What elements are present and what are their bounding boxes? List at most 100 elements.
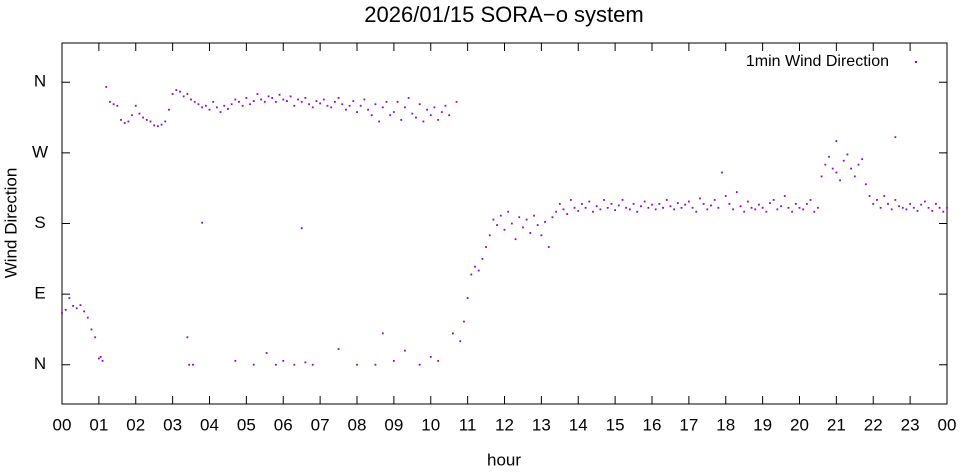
point bbox=[923, 200, 926, 203]
point bbox=[234, 359, 237, 362]
point bbox=[540, 234, 543, 237]
point bbox=[201, 106, 204, 109]
x-tick-label: 10 bbox=[421, 415, 440, 434]
x-tick-label: 23 bbox=[901, 415, 920, 434]
point bbox=[931, 210, 934, 212]
point bbox=[282, 359, 285, 362]
point bbox=[352, 100, 355, 102]
point bbox=[643, 200, 646, 203]
point bbox=[186, 336, 189, 339]
point bbox=[569, 199, 572, 201]
point bbox=[330, 106, 333, 109]
point bbox=[116, 104, 119, 107]
point bbox=[315, 100, 318, 102]
point bbox=[304, 97, 307, 99]
point bbox=[610, 202, 613, 205]
point bbox=[555, 210, 558, 213]
point bbox=[215, 106, 218, 109]
x-tick-label: 20 bbox=[790, 415, 809, 434]
point bbox=[356, 111, 358, 113]
point bbox=[175, 89, 178, 91]
point bbox=[802, 208, 805, 211]
point bbox=[168, 108, 170, 111]
point bbox=[374, 103, 377, 106]
point bbox=[260, 98, 263, 101]
point bbox=[883, 195, 886, 197]
point bbox=[514, 238, 517, 241]
point bbox=[581, 202, 583, 205]
point bbox=[201, 221, 204, 224]
point bbox=[381, 332, 384, 335]
point bbox=[252, 100, 255, 102]
point bbox=[702, 202, 705, 205]
point bbox=[595, 205, 598, 208]
point bbox=[916, 210, 919, 212]
point bbox=[846, 153, 849, 156]
point bbox=[765, 210, 768, 213]
point bbox=[282, 98, 285, 101]
point bbox=[905, 208, 908, 211]
point bbox=[536, 224, 539, 226]
point bbox=[337, 348, 340, 350]
point bbox=[573, 206, 576, 209]
point bbox=[673, 208, 676, 211]
point bbox=[267, 95, 270, 98]
point bbox=[363, 98, 366, 101]
x-tick-label: 21 bbox=[827, 415, 846, 434]
point bbox=[665, 199, 668, 201]
x-tick-label: 13 bbox=[532, 415, 551, 434]
point bbox=[311, 363, 314, 366]
point bbox=[326, 104, 329, 107]
point bbox=[94, 336, 97, 339]
point bbox=[179, 90, 181, 93]
point bbox=[99, 356, 102, 358]
x-tick-label: 00 bbox=[53, 415, 72, 434]
point bbox=[761, 206, 764, 209]
point bbox=[389, 114, 392, 117]
point bbox=[817, 206, 819, 209]
point bbox=[241, 104, 244, 107]
point bbox=[680, 206, 683, 209]
point bbox=[529, 232, 532, 234]
point bbox=[142, 116, 145, 119]
point bbox=[90, 328, 93, 331]
x-tick-label: 12 bbox=[495, 415, 514, 434]
point bbox=[101, 359, 104, 362]
point bbox=[739, 205, 742, 208]
y-tick-label: S bbox=[34, 213, 45, 232]
point bbox=[728, 202, 731, 205]
point bbox=[772, 199, 775, 201]
point bbox=[780, 205, 782, 208]
point bbox=[890, 208, 893, 211]
x-tick-label: 17 bbox=[679, 415, 698, 434]
point bbox=[448, 114, 451, 117]
point bbox=[356, 363, 358, 366]
point bbox=[459, 340, 462, 343]
x-tick-label: 11 bbox=[459, 415, 477, 434]
point bbox=[898, 205, 900, 208]
point bbox=[171, 93, 174, 95]
point bbox=[831, 167, 834, 170]
point bbox=[341, 103, 344, 106]
point bbox=[230, 103, 233, 106]
point bbox=[518, 216, 521, 219]
point bbox=[584, 206, 587, 209]
point bbox=[61, 312, 63, 314]
point bbox=[274, 363, 277, 366]
point bbox=[606, 206, 609, 209]
point bbox=[699, 197, 701, 200]
point bbox=[592, 210, 594, 213]
point bbox=[463, 320, 465, 323]
point bbox=[153, 124, 156, 127]
point bbox=[378, 120, 381, 123]
point bbox=[721, 171, 723, 174]
point bbox=[374, 363, 377, 366]
point bbox=[429, 356, 432, 358]
point bbox=[588, 200, 591, 203]
point bbox=[300, 100, 303, 103]
point bbox=[492, 218, 495, 221]
point bbox=[418, 363, 421, 366]
point bbox=[776, 208, 779, 211]
point bbox=[746, 200, 749, 203]
point bbox=[717, 206, 720, 209]
